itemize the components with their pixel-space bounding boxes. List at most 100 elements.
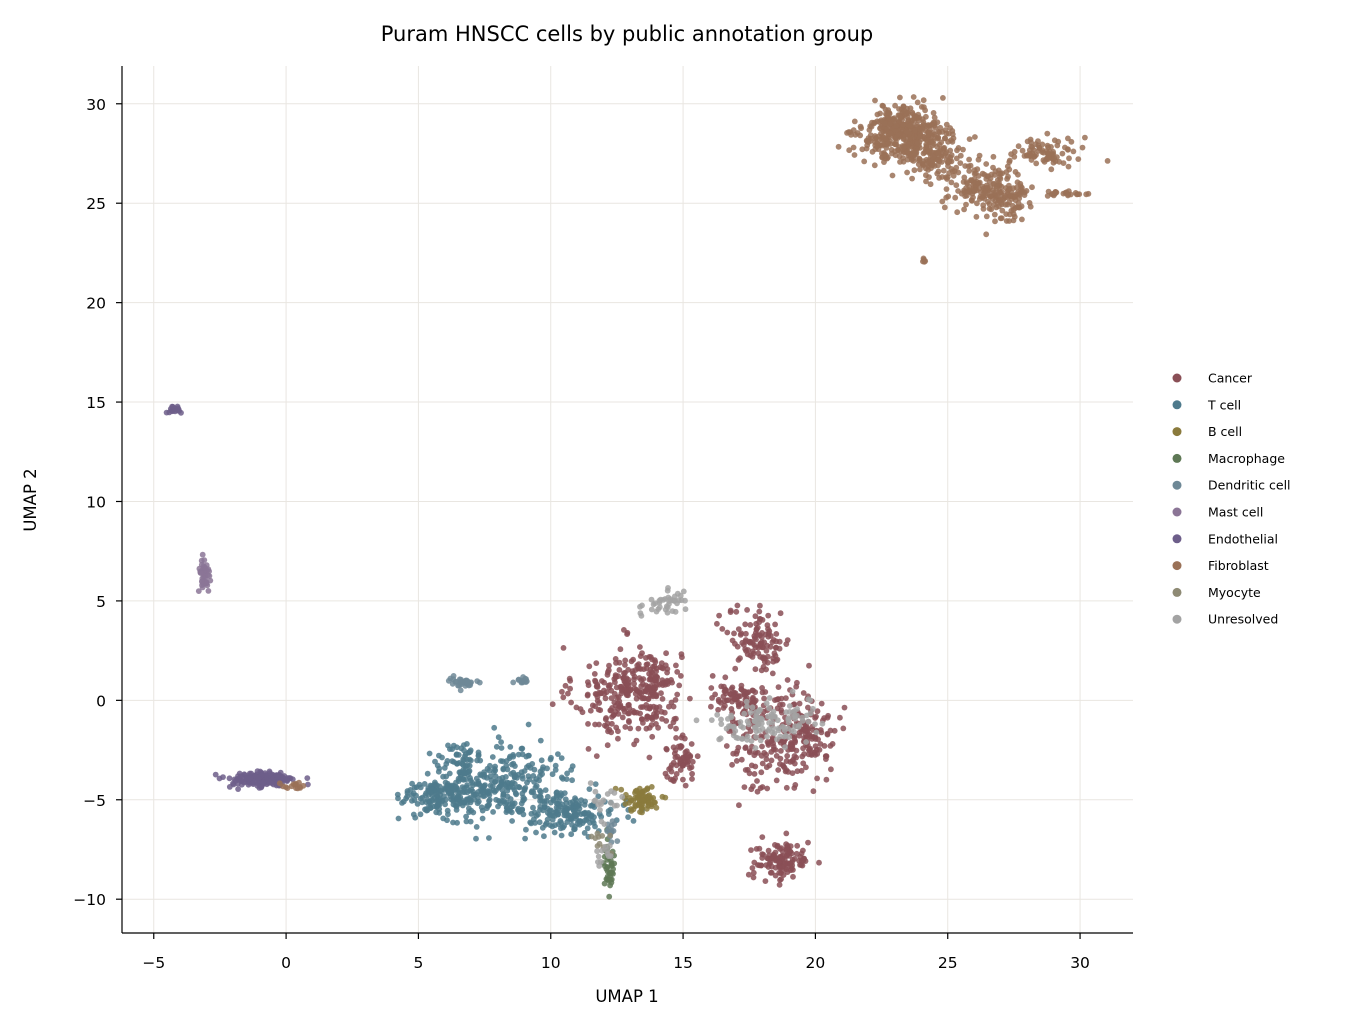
- data-point: [524, 764, 530, 770]
- data-point: [631, 709, 637, 716]
- data-point: [673, 735, 679, 741]
- data-point: [915, 157, 922, 164]
- data-point: [714, 711, 721, 718]
- data-point: [395, 815, 402, 822]
- data-point: [467, 818, 474, 825]
- data-point: [422, 792, 429, 799]
- x-axis-label: UMAP 1: [595, 987, 658, 1006]
- data-point: [166, 409, 173, 416]
- data-point: [734, 643, 741, 650]
- data-point: [967, 162, 974, 169]
- data-point: [777, 877, 783, 883]
- data-point: [694, 753, 701, 760]
- data-point: [484, 803, 491, 809]
- data-point: [976, 196, 983, 202]
- data-point: [971, 187, 978, 194]
- data-point: [757, 602, 763, 609]
- data-point: [921, 258, 928, 265]
- data-point: [783, 641, 790, 647]
- data-point: [735, 626, 742, 632]
- data-point: [674, 691, 681, 698]
- data-point: [544, 793, 551, 800]
- data-point: [648, 596, 655, 603]
- data-point: [773, 657, 780, 664]
- data-point: [493, 743, 500, 750]
- data-point: [460, 767, 467, 773]
- data-point: [671, 716, 678, 722]
- data-point: [805, 718, 812, 725]
- data-point: [919, 125, 926, 132]
- data-point: [1079, 144, 1086, 151]
- data-point: [954, 147, 960, 154]
- data-point: [914, 99, 921, 106]
- data-point: [197, 570, 204, 576]
- data-point: [581, 830, 588, 836]
- data-point: [727, 609, 734, 615]
- data-point: [787, 860, 794, 867]
- data-point: [639, 716, 645, 722]
- data-point: [637, 603, 643, 610]
- data-point: [963, 185, 969, 192]
- data-point: [934, 157, 941, 164]
- x-tick-label: 20: [806, 954, 826, 972]
- data-point: [669, 608, 676, 614]
- data-point: [805, 704, 811, 711]
- data-point: [786, 703, 793, 709]
- data-point: [772, 621, 778, 628]
- data-point: [437, 787, 444, 794]
- legend-marker: [1172, 400, 1182, 410]
- data-point: [503, 805, 510, 811]
- data-point: [992, 218, 998, 225]
- data-point: [1060, 190, 1067, 197]
- data-point: [578, 797, 585, 804]
- data-point: [909, 111, 916, 117]
- data-point: [769, 855, 776, 862]
- data-point: [798, 767, 805, 774]
- data-point: [972, 134, 978, 140]
- data-point: [653, 608, 660, 615]
- data-point: [743, 648, 749, 654]
- data-point: [750, 874, 757, 881]
- data-point: [757, 640, 764, 647]
- data-point: [584, 691, 591, 698]
- data-point: [640, 676, 647, 682]
- data-point: [589, 702, 596, 709]
- data-point: [837, 714, 843, 721]
- data-point: [783, 845, 790, 852]
- data-point: [640, 688, 647, 695]
- data-point: [778, 748, 784, 754]
- data-point: [872, 97, 878, 104]
- data-point: [1074, 191, 1081, 198]
- data-point: [758, 634, 765, 641]
- data-point: [1013, 184, 1020, 191]
- data-point: [1065, 192, 1071, 199]
- data-point: [580, 810, 587, 817]
- data-point: [680, 776, 686, 783]
- data-point: [480, 789, 486, 796]
- data-point: [727, 691, 734, 698]
- data-point: [444, 807, 451, 814]
- data-point: [944, 176, 950, 182]
- data-point: [507, 744, 514, 750]
- series-b-cell: [612, 784, 669, 816]
- data-point: [567, 677, 574, 684]
- data-point: [610, 828, 617, 834]
- data-point: [840, 725, 847, 732]
- data-point: [753, 846, 760, 852]
- data-point: [783, 732, 789, 739]
- data-point: [434, 782, 440, 789]
- data-point: [773, 777, 780, 784]
- legend-label: Macrophage: [1208, 451, 1285, 466]
- data-point: [722, 674, 729, 681]
- data-point: [254, 768, 261, 775]
- data-point: [688, 741, 695, 747]
- data-point: [775, 684, 782, 690]
- data-point: [892, 102, 898, 109]
- data-point: [539, 824, 546, 831]
- data-point: [950, 135, 957, 142]
- data-point: [621, 674, 627, 681]
- data-point: [660, 665, 666, 672]
- data-point: [943, 157, 950, 164]
- data-point: [633, 787, 640, 794]
- data-point: [475, 798, 482, 805]
